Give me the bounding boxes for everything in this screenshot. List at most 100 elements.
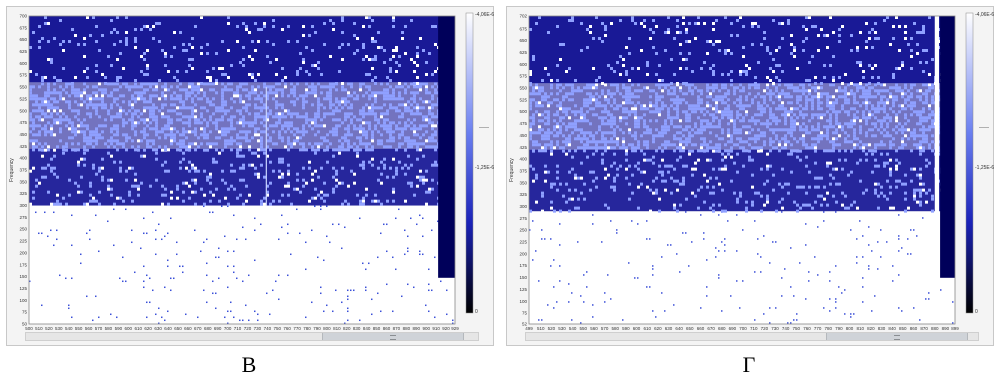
heatmap-cell xyxy=(850,89,853,93)
heatmap-cell xyxy=(655,83,658,87)
heatmap-cell xyxy=(41,154,44,158)
heatmap-cell xyxy=(410,142,413,146)
heatmap-cell xyxy=(314,112,317,116)
heatmap-cell xyxy=(353,97,356,101)
x-tick-label: 800 xyxy=(323,326,331,331)
heatmap-cell xyxy=(805,223,807,225)
heatmap-cell xyxy=(706,83,709,87)
heatmap-cell xyxy=(604,34,607,37)
heatmap-cell xyxy=(74,34,77,37)
heatmap-cell xyxy=(922,188,925,192)
heatmap-cell xyxy=(155,313,157,316)
horizontal-scrollbar[interactable] xyxy=(25,332,479,341)
heatmap-cell xyxy=(419,82,422,86)
heatmap-cell xyxy=(374,100,377,104)
heatmap-cell xyxy=(254,133,257,137)
heatmap-cell xyxy=(329,94,332,98)
heatmap-cell xyxy=(877,107,880,111)
heatmap-cell xyxy=(431,115,434,119)
heatmap-cell xyxy=(907,98,910,102)
heatmap-cell xyxy=(601,152,604,156)
heatmap-cell xyxy=(742,125,745,129)
scrollbar-thumb[interactable] xyxy=(322,333,464,340)
heatmap-cell xyxy=(766,194,769,198)
heatmap-cell xyxy=(335,148,338,152)
heatmap-cell xyxy=(586,131,589,135)
heatmap-cell xyxy=(71,214,73,217)
heatmap-cell xyxy=(59,94,62,98)
heatmap-cell xyxy=(137,109,140,113)
heatmap-cell xyxy=(53,121,56,125)
heatmap-cell xyxy=(215,136,218,140)
heatmap-cell xyxy=(856,137,859,141)
heatmap-cell xyxy=(50,97,53,101)
heatmap-cell xyxy=(131,124,134,128)
heatmap-cell xyxy=(146,73,149,76)
heatmap-cell xyxy=(754,271,756,273)
heatmap-cell xyxy=(925,137,928,141)
heatmap-cell xyxy=(293,139,296,143)
heatmap-cell xyxy=(209,142,212,146)
heatmap-cell xyxy=(589,170,592,174)
heatmap-cell xyxy=(341,16,344,19)
heatmap-cell xyxy=(682,22,685,25)
heatmap-cell xyxy=(368,148,371,152)
heatmap-cell xyxy=(341,181,344,185)
heatmap-cell xyxy=(589,134,592,138)
heatmap-cell xyxy=(368,262,370,265)
heatmap-cell xyxy=(107,94,110,98)
heatmap-cell xyxy=(392,91,395,95)
heatmap-cell xyxy=(889,170,892,174)
heatmap-cell xyxy=(53,76,56,79)
heatmap-cell xyxy=(595,113,598,117)
heatmap-cell xyxy=(724,95,727,99)
splitter-handle[interactable] xyxy=(479,127,489,128)
heatmap-cell xyxy=(191,100,194,104)
heatmap-cell xyxy=(311,103,314,107)
heatmap-cell xyxy=(29,169,32,173)
heatmap-cell xyxy=(230,121,233,125)
heatmap-cell xyxy=(721,113,724,117)
heatmap-cell xyxy=(634,104,637,108)
heatmap-cell xyxy=(799,95,802,99)
heatmap-cell xyxy=(844,194,847,198)
heatmap-cell xyxy=(694,110,697,114)
heatmap-cell xyxy=(398,115,401,119)
heatmap-cell xyxy=(925,134,928,138)
heatmap-cell xyxy=(158,22,161,25)
heatmap-cell xyxy=(386,175,389,179)
heatmap-cell xyxy=(691,83,694,87)
heatmap-cell xyxy=(335,178,338,182)
heatmap-cell xyxy=(733,86,736,90)
heatmap-cell xyxy=(619,104,622,108)
heatmap-cell xyxy=(589,31,592,34)
heatmap-cell xyxy=(308,73,311,76)
heatmap-cell xyxy=(631,149,634,153)
heatmap-cell xyxy=(263,94,266,98)
heatmap-cell xyxy=(628,110,631,114)
heatmap-cell xyxy=(251,124,254,128)
heatmap-cell xyxy=(574,89,577,93)
heatmap-cell xyxy=(164,235,166,238)
heatmap-cell xyxy=(730,155,733,159)
heatmap-cell xyxy=(398,85,401,89)
heatmap-cell xyxy=(532,116,535,120)
heatmap-cell xyxy=(628,95,631,99)
heatmap-cell xyxy=(302,94,305,98)
x-tick-label: 850 xyxy=(373,326,381,331)
heatmap-cell xyxy=(772,92,775,96)
heatmap-cell xyxy=(152,127,155,131)
heatmap-cell xyxy=(176,130,179,134)
heatmap-cell xyxy=(919,140,922,144)
heatmap-cell xyxy=(314,118,317,122)
heatmap-cell xyxy=(89,229,91,232)
heatmap-cell xyxy=(868,244,870,246)
heatmap-cell xyxy=(68,82,71,86)
heatmap-cell xyxy=(362,199,365,203)
heatmap-cell xyxy=(278,175,281,179)
heatmap-cell xyxy=(194,25,197,28)
heatmap-cell xyxy=(577,146,580,150)
heatmap-cell xyxy=(781,197,784,201)
heatmap-cell xyxy=(56,121,59,125)
heatmap-cell xyxy=(62,112,65,116)
